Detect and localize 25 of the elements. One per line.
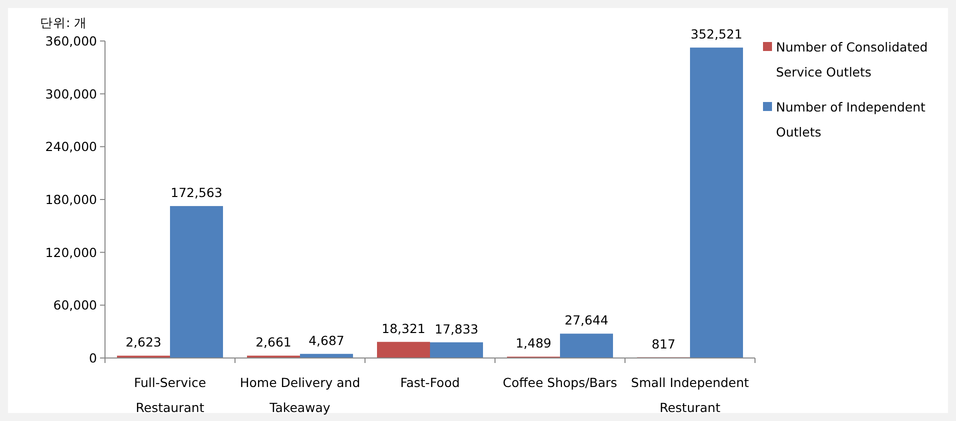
y-tick-label: 300,000 [45, 86, 98, 102]
y-tick-label: 0 [89, 350, 98, 366]
x-tick-label: Coffee Shops/Bars [502, 375, 618, 390]
data-label: 4,687 [308, 332, 344, 348]
x-tick-label: Home Delivery and Takeaway [240, 375, 360, 415]
y-axis-title: 단위: 개 [40, 15, 88, 30]
data-label: 27,644 [564, 312, 608, 328]
data-label: 17,833 [434, 321, 478, 336]
data-label: 352,521 [690, 26, 742, 42]
y-tick-label: 240,000 [45, 139, 98, 154]
data-label: 2,623 [126, 334, 162, 350]
data-label: 172,563 [170, 185, 222, 200]
data-label: 817 [652, 336, 676, 352]
data-label: 2,661 [256, 334, 292, 350]
data-label: 18,321 [382, 320, 426, 336]
legend-label: Number of Consolidated Service Outlets [776, 40, 928, 80]
x-tick-label: Fast-Food [400, 375, 460, 390]
legend-label: Number of Independent Outlets [776, 100, 926, 140]
y-tick-label: 120,000 [45, 244, 98, 260]
x-tick-label: Full-Service Restaurant [134, 375, 206, 415]
x-tick-label: Small Independent Resturant [631, 375, 750, 415]
y-tick-label: 180,000 [45, 192, 98, 207]
y-tick-label: 60,000 [53, 298, 98, 313]
data-label: 1,489 [516, 336, 552, 351]
y-tick-label: 360,000 [45, 34, 98, 48]
